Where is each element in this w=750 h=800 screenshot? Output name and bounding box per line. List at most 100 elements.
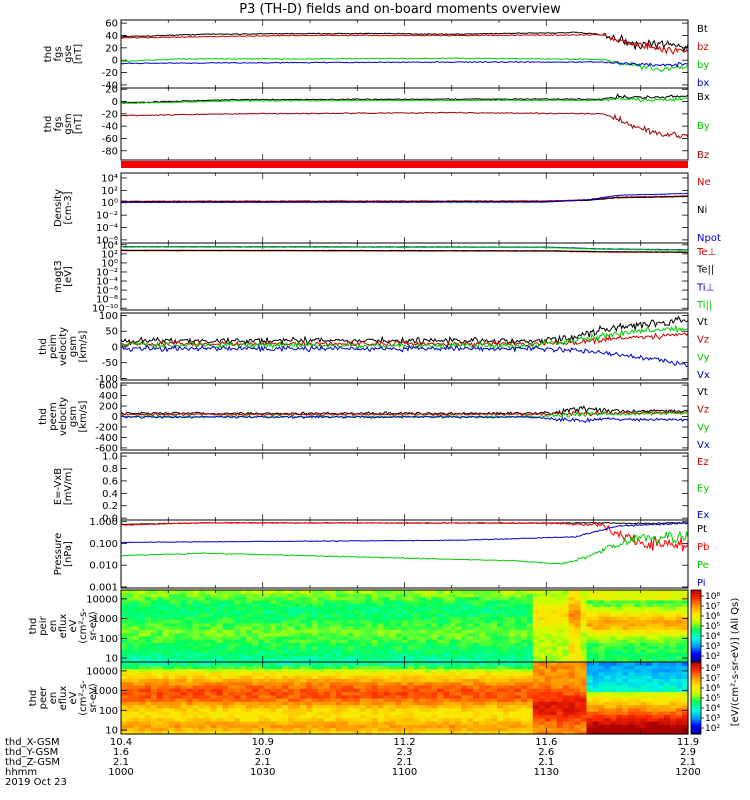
spectrogram-cell	[568, 668, 576, 673]
spectrogram-cell	[616, 662, 623, 666]
spectrogram-cell	[586, 691, 594, 696]
spectrogram-cell	[562, 694, 570, 699]
spectrogram-cell	[425, 612, 432, 617]
spectrogram-cell	[538, 639, 546, 643]
spectrogram-cell	[419, 619, 426, 624]
spectrogram-cell	[658, 590, 665, 594]
spectrogram-cell	[121, 616, 128, 621]
spectrogram-cell	[461, 626, 468, 630]
spectrogram-cell	[640, 622, 647, 627]
spectrogram-cell	[353, 603, 361, 607]
spectrogram-cell	[491, 609, 498, 614]
spectrogram-cell	[425, 720, 432, 725]
y-tick-label: 1000	[93, 686, 118, 697]
spectrogram-cell	[622, 655, 629, 660]
spectrogram-cell	[401, 612, 409, 617]
spectrogram-cell	[497, 616, 504, 621]
spectrogram-cell	[282, 717, 289, 722]
spectrogram-cell	[210, 590, 218, 594]
spectrogram-cell	[341, 724, 349, 729]
spectrogram-cell	[347, 639, 355, 643]
spectrogram-cell	[222, 622, 230, 627]
spectrogram-cell	[622, 616, 629, 621]
colorbar-cell	[691, 667, 701, 670]
spectrogram-cell	[550, 658, 558, 663]
spectrogram-cell	[508, 655, 516, 660]
spectrogram-cell	[222, 707, 230, 712]
spectrogram-cell	[246, 675, 253, 679]
spectrogram-cell	[467, 626, 474, 630]
spectrogram-cell	[514, 684, 522, 689]
spectrogram-cell	[359, 717, 367, 722]
spectrogram-cell	[335, 599, 343, 604]
spectrogram-cell	[670, 720, 677, 725]
spectrogram-cell	[544, 642, 552, 647]
spectrogram-cell	[127, 727, 134, 732]
spectrogram-cell	[252, 701, 259, 706]
spectrogram-cell	[538, 684, 546, 689]
spectrogram-cell	[389, 635, 397, 640]
spectrogram-cell	[568, 720, 576, 725]
spectrogram-cell	[526, 626, 534, 630]
spectrogram-cell	[365, 662, 373, 666]
spectrogram-cell	[132, 724, 140, 729]
spectrogram-cell	[598, 720, 606, 725]
spectrogram-cell	[664, 720, 671, 725]
spectrogram-cell	[676, 648, 683, 653]
spectrogram-cell	[616, 632, 623, 637]
spectrogram-cell	[294, 609, 301, 614]
spectrogram-cell	[192, 662, 200, 666]
spectrogram-cell	[246, 684, 253, 689]
spectrogram-cell	[132, 622, 140, 627]
y-tick-label: 0.4	[102, 489, 118, 500]
spectrogram-cell	[676, 639, 683, 643]
spectrogram-cell	[514, 635, 522, 640]
spectrogram-cell	[455, 632, 462, 637]
spectrogram-cell	[312, 599, 319, 604]
spectrogram-cell	[282, 658, 289, 663]
spectrogram-cell	[437, 704, 444, 709]
spectrogram-cell	[437, 596, 444, 601]
spectrogram-cell	[431, 593, 438, 598]
spectrogram-cell	[676, 662, 683, 666]
spectrogram-cell	[538, 612, 546, 617]
spectrogram-cell	[526, 711, 534, 715]
spectrogram-cell	[323, 675, 331, 679]
spectrogram-cell	[443, 590, 450, 594]
spectrogram-cell	[431, 665, 438, 670]
spectrogram-cell	[676, 616, 683, 621]
legend-label: Npot	[697, 233, 721, 244]
spectrogram-cell	[335, 678, 343, 683]
spectrogram-cell	[371, 662, 379, 666]
spectrogram-cell	[532, 655, 540, 660]
spectrogram-cell	[276, 675, 283, 679]
spectrogram-cell	[634, 622, 641, 627]
spectrogram-cell	[652, 599, 659, 604]
spectrogram-cell	[377, 596, 385, 601]
spectrogram-cell	[628, 632, 635, 637]
spectrogram-cell	[312, 688, 319, 693]
spectrogram-cell	[640, 688, 647, 693]
spectrogram-cell	[312, 619, 319, 624]
spectrogram-cell	[395, 727, 403, 732]
spectrogram-cell	[174, 596, 182, 601]
spectrogram-cell	[365, 720, 373, 725]
spectrogram-cell	[455, 698, 462, 702]
spectrogram-cell	[628, 655, 635, 660]
spectrogram-cell	[258, 688, 265, 693]
legend-label: bz	[697, 42, 709, 53]
spectrogram-cell	[353, 668, 361, 673]
spectrogram-cell	[150, 639, 158, 643]
spectrogram-cell	[377, 662, 385, 666]
spectrogram-cell	[180, 727, 188, 732]
spectrogram-cell	[121, 678, 128, 683]
spectrogram-cell	[658, 681, 665, 686]
spectrogram-cell	[622, 603, 629, 607]
spectrogram-cell	[198, 662, 206, 666]
spectrogram-cell	[431, 609, 438, 614]
spectrogram-cell	[144, 596, 152, 601]
spectrogram-cell	[508, 632, 516, 637]
spectrogram-cell	[497, 714, 504, 719]
spectrogram-cell	[514, 632, 522, 637]
spectrogram-cell	[276, 648, 283, 653]
